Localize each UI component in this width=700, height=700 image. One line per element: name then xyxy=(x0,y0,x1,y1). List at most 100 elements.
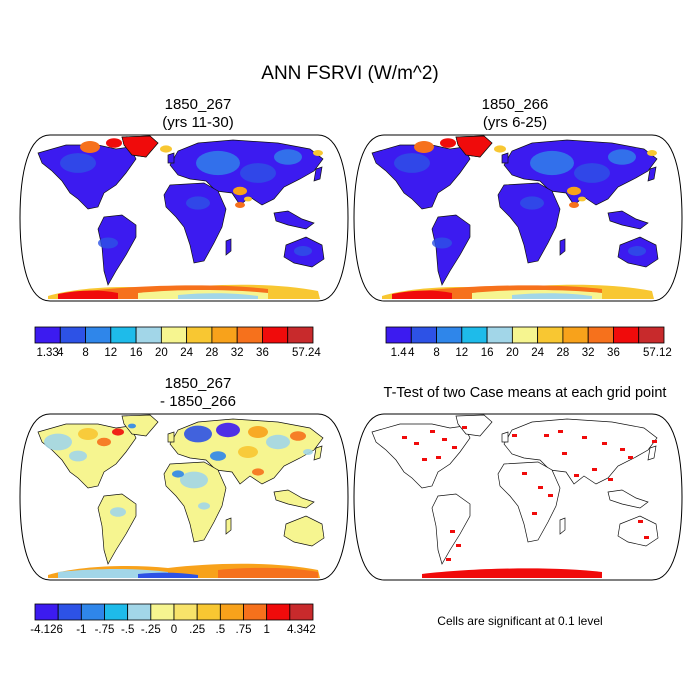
colorbar-tick-label: 28 xyxy=(206,347,219,359)
colorbar-box xyxy=(85,326,112,344)
colorbar-box xyxy=(410,326,437,344)
significant-cell xyxy=(512,434,517,437)
colorbar-box xyxy=(135,326,162,344)
colorbar-tick-label: -4.126 xyxy=(30,624,63,636)
panel1-title: 1850_267 (yrs 11-30) xyxy=(48,96,348,132)
panel3-difference-label: - 1850_266 xyxy=(160,393,236,410)
colorbar-tick-label: 32 xyxy=(231,347,244,359)
colorbar-tick-label: 36 xyxy=(256,347,269,359)
land-indonesia xyxy=(607,210,649,230)
high-value-patch xyxy=(569,202,579,208)
difference-patch xyxy=(110,507,126,517)
land-japan xyxy=(313,445,323,461)
land-africa xyxy=(163,182,227,264)
land-greenland xyxy=(121,414,159,437)
panel2-title: 1850_266 (yrs 6-25) xyxy=(365,96,665,132)
difference-patch xyxy=(112,428,124,436)
difference-patch xyxy=(238,446,258,458)
colorbar-box xyxy=(110,326,137,344)
colorbar-tick-label: 16 xyxy=(481,347,494,359)
colorbar-box xyxy=(80,603,105,621)
land-indonesia xyxy=(273,210,315,230)
significant-cell xyxy=(582,436,587,439)
high-value-patch xyxy=(235,202,245,208)
colorbar-box xyxy=(236,326,263,344)
colorbar-tick-label: 36 xyxy=(607,347,620,359)
figure-title: ANN FSRVI (W/m^2) xyxy=(261,63,439,84)
land-africa xyxy=(163,461,227,543)
colorbar-tick-label: 24 xyxy=(180,347,193,359)
significant-cell xyxy=(638,520,643,523)
land-indonesia xyxy=(607,489,649,509)
significant-cell xyxy=(538,486,543,489)
colorbar-box xyxy=(196,603,221,621)
significant-cell xyxy=(414,442,419,445)
colorbar-tick-label: -.75 xyxy=(95,624,115,636)
map-panel-ttest xyxy=(353,413,683,581)
high-value-patch xyxy=(414,141,434,153)
significant-cell xyxy=(574,474,579,477)
colorbar-tick-label: 12 xyxy=(455,347,468,359)
high-value-patch xyxy=(494,145,506,153)
field-patch xyxy=(294,246,312,256)
colorbar-tick-label: -1 xyxy=(76,624,86,636)
significant-cell xyxy=(548,494,553,497)
field-patch xyxy=(394,153,430,173)
colorbar-panel2: 1.4 4 8 12 16 20 24 28 32 36 57.12 xyxy=(385,326,672,359)
colorbar-tick-label: 4.342 xyxy=(287,624,316,636)
land-japan xyxy=(647,166,657,182)
colorbar-tick-label: 12 xyxy=(104,347,117,359)
map-content xyxy=(20,135,348,301)
colorbar-tick-label: 24 xyxy=(531,347,544,359)
map-border xyxy=(353,134,683,302)
high-value-patch xyxy=(578,196,586,202)
map-border xyxy=(19,134,349,302)
field-patch xyxy=(98,237,118,249)
difference-patch xyxy=(128,423,136,429)
field-patch xyxy=(574,163,610,183)
panel3-case-name: 1850_267 xyxy=(164,375,232,392)
colorbar-box xyxy=(186,326,213,344)
colorbar-tick-label: 28 xyxy=(557,347,570,359)
panel2-case-name: 1850_266 xyxy=(481,96,549,113)
colorbar-tick-label: -.25 xyxy=(141,624,161,636)
significant-cell xyxy=(430,430,435,433)
difference-patch xyxy=(290,431,306,441)
difference-patch xyxy=(303,449,313,455)
field-patch xyxy=(60,153,96,173)
land-madagascar xyxy=(225,238,232,256)
land-japan xyxy=(647,445,657,461)
significant-cell xyxy=(422,458,427,461)
map-panel-1850-266 xyxy=(353,134,683,302)
significant-cell xyxy=(620,448,625,451)
panel4-title: T-Test of two Case means at each grid po… xyxy=(383,385,667,401)
difference-patch xyxy=(97,437,111,447)
difference-patch xyxy=(172,470,184,478)
colorbar-box xyxy=(638,326,665,344)
land-uk xyxy=(167,152,175,164)
map-border xyxy=(19,413,349,581)
land-southAmerica xyxy=(97,493,137,565)
land-greenland xyxy=(455,414,493,437)
high-value-patch xyxy=(160,145,172,153)
significant-cell xyxy=(608,478,613,481)
colorbar-tick-label: .5 xyxy=(216,624,226,636)
colorbar-tick-label: 1.33 xyxy=(36,347,58,359)
colorbar-tick-label: 4 xyxy=(408,347,415,359)
significant-cell xyxy=(602,442,607,445)
colorbar-box xyxy=(587,326,614,344)
significant-cell xyxy=(522,472,527,475)
colorbar-panel1: 1.334 8 12 16 20 24 28 32 36 57.24 xyxy=(34,326,321,359)
land-africa xyxy=(497,461,561,543)
colorbar-box xyxy=(287,326,314,344)
colorbar-box xyxy=(486,326,513,344)
field-patch xyxy=(628,246,646,256)
panel2-years: (yrs 6-25) xyxy=(482,114,548,131)
antarctica-band xyxy=(512,293,592,299)
difference-patch xyxy=(266,434,290,450)
colorbar-box xyxy=(562,326,589,344)
colorbar-box xyxy=(104,603,129,621)
significant-cell xyxy=(532,512,537,515)
colorbar-box xyxy=(461,326,488,344)
land-japan xyxy=(313,166,323,182)
